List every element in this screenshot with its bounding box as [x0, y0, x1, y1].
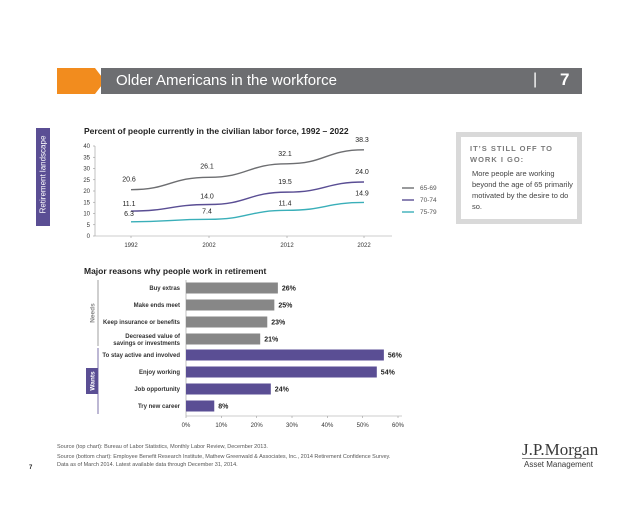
data-label: 38.3: [355, 137, 369, 144]
series-line-65-69: [130, 149, 365, 191]
series-line-75-79: [130, 201, 365, 223]
bar-category-label: Try new career: [138, 404, 181, 410]
legend-label-70-74: 70-74: [420, 197, 437, 204]
bar: [186, 383, 271, 395]
data-label: 11.4: [278, 200, 291, 207]
footer-source-top: Source (top chart): Bureau of Labor Stat…: [57, 444, 268, 450]
page-title: Older Americans in the workforce: [116, 72, 337, 89]
data-label: 6.3: [124, 211, 134, 218]
group-tab-wants: [86, 368, 98, 394]
line-chart-title: Percent of people currently in the civil…: [84, 126, 349, 136]
y-tick-label: 5: [87, 223, 91, 229]
logo: J.P.Morgan: [522, 440, 599, 459]
side-tab: [36, 128, 50, 226]
bar-value-label: 24%: [275, 387, 290, 394]
bar-value-label: 26%: [282, 286, 297, 293]
series-line-70-74: [130, 181, 365, 212]
bar-x-tick-label: 10%: [215, 423, 228, 429]
bar-x-tick-label: 60%: [392, 423, 405, 429]
data-label: 11.1: [122, 201, 135, 208]
bar: [186, 282, 278, 294]
bar: [186, 366, 377, 378]
bar-value-label: 54%: [381, 370, 396, 377]
footer-source-bottom-1: Source (bottom chart): Employee Benefit …: [57, 454, 391, 460]
x-tick-label: 2012: [280, 243, 294, 249]
bar-category-label: Decreased value of: [125, 334, 181, 340]
bar-x-tick-label: 40%: [321, 423, 334, 429]
data-label: 24.0: [355, 169, 369, 176]
callout-box: [456, 132, 582, 224]
bar-value-label: 23%: [271, 320, 286, 327]
bar: [186, 400, 215, 412]
data-label: 19.5: [278, 179, 292, 186]
bar-category-label: To stay active and involved: [102, 353, 180, 359]
bar-category-label: Make ends meet: [134, 303, 180, 309]
footer-page-number: 7: [29, 465, 33, 471]
callout-heading: IT’S STILL OFF TO WORK I GO:: [470, 144, 553, 164]
legend-label-65-69: 65-69: [420, 185, 437, 192]
y-tick-label: 20: [83, 189, 90, 195]
bar-x-tick-label: 30%: [286, 423, 299, 429]
y-tick-label: 30: [83, 167, 90, 173]
bar: [186, 299, 275, 311]
y-tick-label: 25: [83, 178, 90, 184]
data-label: 14.9: [355, 190, 369, 197]
y-tick-label: 0: [87, 234, 91, 240]
x-tick-label: 2002: [202, 243, 216, 249]
y-tick-label: 40: [83, 144, 90, 150]
header-bar: [101, 68, 582, 94]
bar-value-label: 56%: [388, 353, 403, 360]
data-label: 26.1: [200, 163, 214, 170]
footer-source-bottom-2: Data as of March 2014. Latest available …: [57, 462, 238, 468]
bar-category-label: Keep insurance or benefits: [103, 320, 181, 326]
group-label-needs: Needs: [90, 303, 97, 323]
header-page-number: 7: [560, 70, 570, 89]
legend-label-75-79: 75-79: [420, 209, 437, 216]
bar-category-label: Job opportunity: [134, 387, 180, 393]
data-label: 32.1: [278, 151, 292, 158]
bar-x-tick-label: 0%: [182, 423, 191, 429]
bar-value-label: 25%: [278, 303, 293, 310]
data-label: 7.4: [202, 208, 212, 215]
x-tick-label: 1992: [124, 243, 138, 249]
header-accent: [57, 68, 95, 94]
callout-body: More people are working beyond the age o…: [472, 169, 573, 211]
y-tick-label: 35: [83, 155, 90, 161]
bar-category-label: savings or investments: [113, 341, 180, 347]
group-label-wants: Wants: [90, 371, 97, 391]
bar-category-label: Enjoy working: [139, 370, 180, 376]
bar-x-tick-label: 20%: [251, 423, 264, 429]
y-tick-label: 15: [83, 200, 90, 206]
bar-x-tick-label: 50%: [357, 423, 370, 429]
logo-subtitle: Asset Management: [524, 460, 593, 469]
bar-category-label: Buy extras: [149, 286, 180, 292]
header-chevron: [95, 68, 105, 94]
y-tick-label: 10: [83, 212, 90, 218]
header-separator: |: [533, 71, 538, 88]
bar-value-label: 8%: [218, 404, 229, 411]
bar: [186, 349, 384, 361]
bar-chart-title: Major reasons why people work in retirem…: [84, 266, 267, 276]
bar: [186, 333, 261, 345]
logo-divider: [522, 458, 586, 459]
data-label: 14.0: [200, 194, 214, 201]
x-tick-label: 2022: [357, 243, 371, 249]
bar: [186, 316, 268, 328]
bar-value-label: 21%: [264, 337, 279, 344]
data-label: 20.6: [122, 177, 136, 184]
